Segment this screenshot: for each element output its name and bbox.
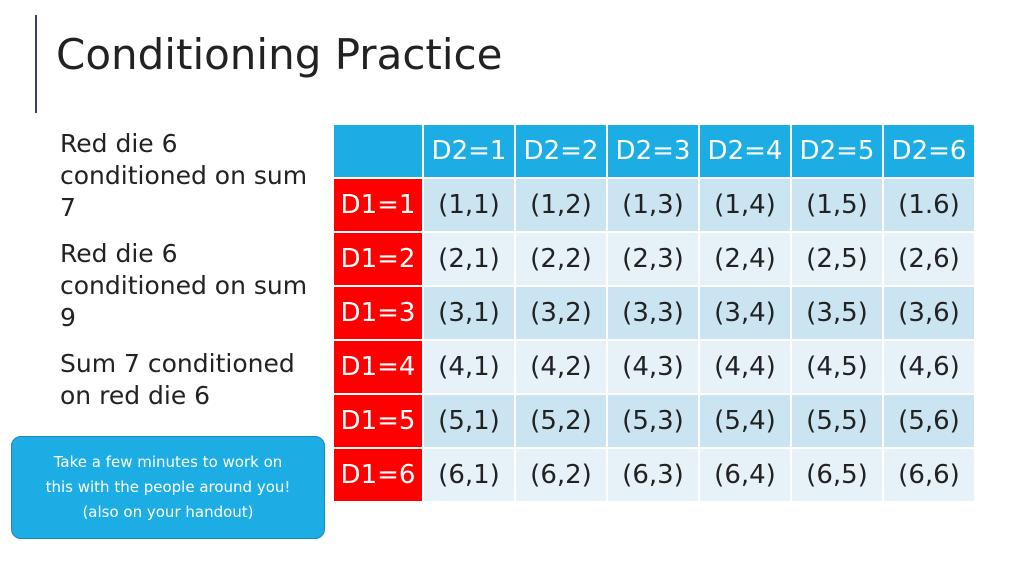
callout-box: Take a few minutes to work on this with … bbox=[11, 436, 325, 539]
outcome-table: D2=1 D2=2 D2=3 D2=4 D2=5 D2=6 D1=1 (1,1)… bbox=[332, 123, 976, 503]
bullet-item: Red die 6 conditioned on sum 7 bbox=[60, 129, 308, 222]
column-header: D2=6 bbox=[882, 123, 976, 179]
table-row: D1=1 (1,1) (1,2) (1,3) (1,4) (1,5) (1.6) bbox=[332, 177, 976, 233]
table-cell: (2,2) bbox=[514, 231, 608, 287]
table-cell: (6,5) bbox=[790, 447, 884, 503]
callout-line: this with the people around you! bbox=[45, 478, 291, 496]
table-cell: (3,1) bbox=[422, 285, 516, 341]
row-header: D1=3 bbox=[332, 285, 424, 341]
table-row: D1=5 (5,1) (5,2) (5,3) (5,4) (5,5) (5,6) bbox=[332, 393, 976, 449]
column-header: D2=5 bbox=[790, 123, 884, 179]
table-cell: (4,1) bbox=[422, 339, 516, 395]
table-row: D1=6 (6,1) (6,2) (6,3) (6,4) (6,5) (6,6) bbox=[332, 447, 976, 503]
row-header: D1=4 bbox=[332, 339, 424, 395]
table-cell: (3,4) bbox=[698, 285, 792, 341]
row-header: D1=2 bbox=[332, 231, 424, 287]
slide-title: Conditioning Practice bbox=[56, 30, 503, 79]
table-cell: (1,3) bbox=[606, 177, 700, 233]
table-row: D1=3 (3,1) (3,2) (3,3) (3,4) (3,5) (3,6) bbox=[332, 285, 976, 341]
table-cell: (3,3) bbox=[606, 285, 700, 341]
bullet-item: Sum 7 conditioned on red die 6 bbox=[60, 349, 295, 410]
column-header: D2=4 bbox=[698, 123, 792, 179]
table-row: D1=2 (2,1) (2,2) (2,3) (2,4) (2,5) (2,6) bbox=[332, 231, 976, 287]
table-cell: (2,4) bbox=[698, 231, 792, 287]
bullet-list: Red die 6 conditioned on sum 7 Red die 6… bbox=[60, 128, 310, 426]
table-cell: (5,6) bbox=[882, 393, 976, 449]
table-cell: (4,2) bbox=[514, 339, 608, 395]
table-cell: (1,1) bbox=[422, 177, 516, 233]
table-cell: (6,2) bbox=[514, 447, 608, 503]
table-cell: (6,3) bbox=[606, 447, 700, 503]
table-header-row: D2=1 D2=2 D2=3 D2=4 D2=5 D2=6 bbox=[332, 123, 976, 179]
table-row: D1=4 (4,1) (4,2) (4,3) (4,4) (4,5) (4,6) bbox=[332, 339, 976, 395]
callout-line: Take a few minutes to work on bbox=[53, 453, 283, 471]
table-cell: (6,1) bbox=[422, 447, 516, 503]
table-cell: (4,5) bbox=[790, 339, 884, 395]
callout-line: (also on your handout) bbox=[82, 503, 254, 521]
title-accent-line bbox=[35, 15, 37, 113]
table-cell: (4,6) bbox=[882, 339, 976, 395]
table-cell: (1.6) bbox=[882, 177, 976, 233]
row-header: D1=5 bbox=[332, 393, 424, 449]
table-cell: (5,2) bbox=[514, 393, 608, 449]
table-cell: (5,3) bbox=[606, 393, 700, 449]
row-header: D1=6 bbox=[332, 447, 424, 503]
bullet-item: Red die 6 conditioned on sum 9 bbox=[60, 239, 308, 332]
table-corner bbox=[332, 123, 424, 179]
table-cell: (4,4) bbox=[698, 339, 792, 395]
table-cell: (2,6) bbox=[882, 231, 976, 287]
table-cell: (5,4) bbox=[698, 393, 792, 449]
column-header: D2=3 bbox=[606, 123, 700, 179]
table-cell: (3,5) bbox=[790, 285, 884, 341]
table-cell: (4,3) bbox=[606, 339, 700, 395]
table-cell: (6,6) bbox=[882, 447, 976, 503]
table-cell: (2,3) bbox=[606, 231, 700, 287]
table-cell: (1,2) bbox=[514, 177, 608, 233]
table-cell: (5,1) bbox=[422, 393, 516, 449]
table-cell: (1,5) bbox=[790, 177, 884, 233]
table-cell: (3,2) bbox=[514, 285, 608, 341]
row-header: D1=1 bbox=[332, 177, 424, 233]
column-header: D2=2 bbox=[514, 123, 608, 179]
table-cell: (6,4) bbox=[698, 447, 792, 503]
table-cell: (3,6) bbox=[882, 285, 976, 341]
table-cell: (1,4) bbox=[698, 177, 792, 233]
table-cell: (5,5) bbox=[790, 393, 884, 449]
table-cell: (2,5) bbox=[790, 231, 884, 287]
table-cell: (2,1) bbox=[422, 231, 516, 287]
column-header: D2=1 bbox=[422, 123, 516, 179]
